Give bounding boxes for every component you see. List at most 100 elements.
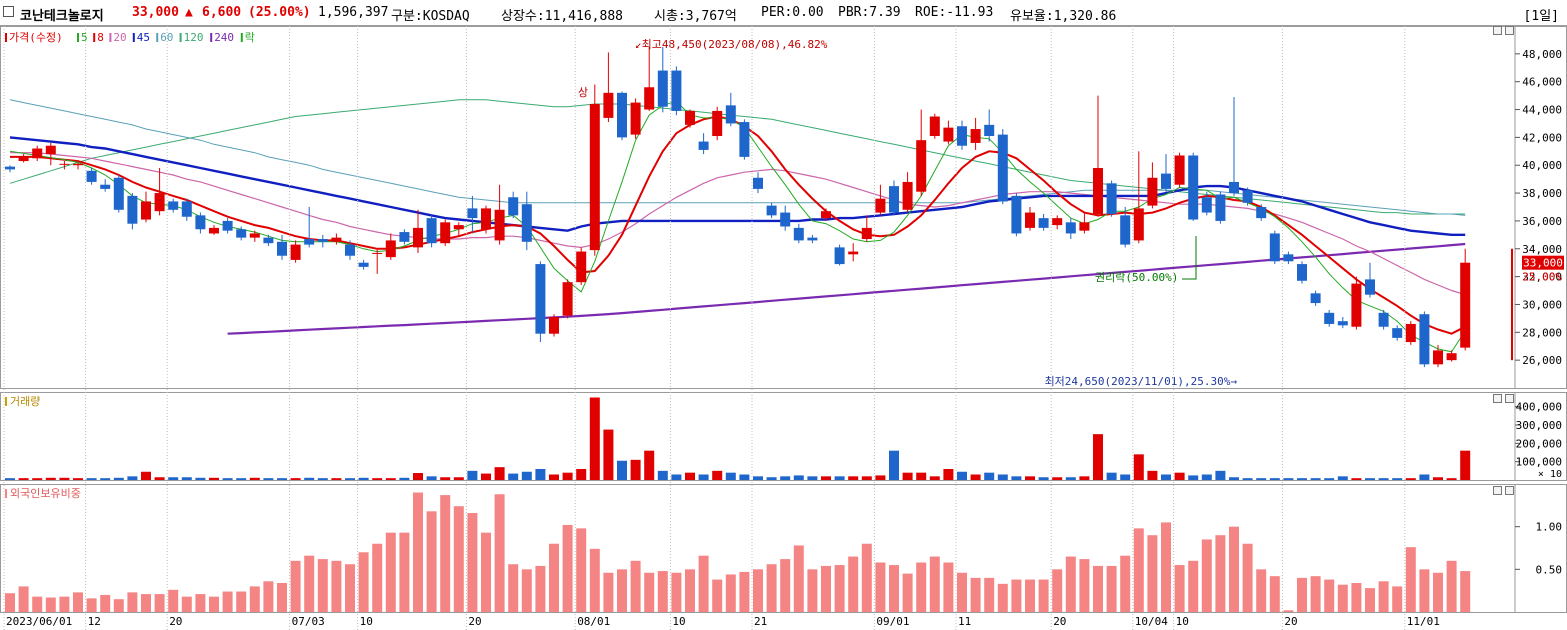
stock-name[interactable]: 코난테크놀로지	[20, 9, 104, 24]
candle-body	[277, 241, 287, 256]
per-value: PER:0.00	[761, 5, 824, 20]
stock-chart[interactable]: 26,000 28,000 30,000 32,000 34,000 36,000 38,0…	[0, 26, 1567, 630]
volume-bar	[739, 474, 750, 480]
foreign-bar	[617, 569, 627, 612]
listed-shares: 상장수:11,416,888	[501, 9, 623, 24]
candle-body	[345, 244, 355, 256]
pane-minimize-icon[interactable]	[1493, 394, 1502, 403]
pane-maximize-icon[interactable]	[1505, 486, 1514, 495]
trade-volume: 1,596,397	[318, 5, 389, 20]
moving-average-ma60	[9, 99, 1466, 216]
period-selector[interactable]: [1일]	[1523, 9, 1559, 24]
legend-swatch	[5, 33, 7, 42]
volume-bar	[780, 476, 791, 480]
foreign-bar	[440, 495, 451, 612]
candle-body	[793, 227, 804, 241]
candle-body	[521, 204, 532, 242]
volume-bar	[861, 476, 872, 480]
volume-bar	[916, 472, 927, 480]
select-checkbox[interactable]	[3, 6, 14, 17]
price-change-pct: (25.00%)	[248, 5, 311, 20]
date-axis-label: 11	[958, 615, 971, 628]
candle-body	[113, 177, 124, 210]
candle-body	[236, 229, 247, 238]
market-type: 구분:KOSDAQ	[391, 9, 470, 24]
volume-bar	[372, 478, 383, 480]
pane-maximize-icon[interactable]	[1505, 26, 1514, 35]
pane-minimize-icon[interactable]	[1493, 486, 1502, 495]
foreign-bar	[821, 565, 831, 612]
candle-body	[358, 262, 369, 267]
volume-bar	[902, 472, 913, 480]
foreign-bar	[889, 565, 899, 612]
volume-bar	[1324, 478, 1335, 480]
foreign-bar	[1215, 535, 1226, 612]
legend-swatch	[179, 33, 182, 42]
candle-body	[685, 110, 695, 125]
candle-body	[426, 218, 437, 244]
volume-bar	[236, 478, 247, 480]
foreign-bar	[1106, 565, 1117, 612]
foreign-bar	[1256, 569, 1267, 612]
candle-body	[1052, 218, 1063, 226]
foreign-bar	[1120, 555, 1131, 612]
candle-body	[889, 186, 899, 213]
price-axis-label: 30,000	[1522, 298, 1562, 311]
foreign-bar	[780, 559, 791, 612]
foreign-bar	[1038, 579, 1049, 612]
market-cap: 시총:3,767억	[654, 9, 737, 24]
foreign-bar	[494, 494, 505, 612]
foreign-bar	[875, 562, 886, 612]
volume-bar	[249, 477, 260, 480]
date-axis-label: 08/01	[577, 615, 610, 628]
foreign-bar	[1378, 581, 1389, 612]
volume-bar	[753, 476, 763, 480]
foreign-bar	[630, 560, 641, 612]
volume-bar	[426, 476, 437, 480]
candle-body	[780, 212, 791, 227]
volume-bar	[549, 474, 559, 480]
candle-body	[181, 201, 192, 217]
pbr-value: PBR:7.39	[838, 5, 901, 20]
candle-body	[494, 209, 505, 241]
candle-body	[141, 201, 151, 220]
candle-body	[916, 140, 927, 192]
current-price: 33,000	[132, 5, 179, 20]
candle-body	[1392, 328, 1403, 338]
foreign-bar	[372, 543, 383, 612]
foreign-bar	[1174, 565, 1185, 612]
pane-maximize-icon[interactable]	[1505, 394, 1514, 403]
pane-minimize-icon[interactable]	[1493, 26, 1502, 35]
candle-body	[1269, 233, 1280, 262]
candle-body	[1310, 293, 1321, 304]
candle-body	[1201, 197, 1212, 213]
date-axis-label: 10	[1176, 615, 1189, 628]
volume-bar	[1419, 474, 1430, 480]
volume-bar	[970, 474, 981, 480]
foreign-bar	[1365, 588, 1375, 612]
foreign-bar	[1297, 577, 1307, 612]
date-axis-label: 12	[88, 615, 101, 628]
volume-bar	[1188, 475, 1199, 480]
volume-bar	[1460, 450, 1471, 480]
volume-bar	[821, 476, 831, 480]
volume-bar	[385, 478, 396, 480]
candle-body	[1215, 194, 1226, 221]
candle-body	[1229, 181, 1239, 194]
volume-bar	[18, 478, 29, 480]
foreign-bar	[603, 572, 614, 612]
foreign-bar	[1052, 569, 1063, 612]
legend-label: 240	[214, 31, 234, 44]
foreign-bar	[1133, 528, 1144, 612]
volume-bar	[73, 478, 83, 480]
candle-body	[1446, 353, 1457, 361]
volume-bar	[222, 478, 233, 480]
date-axis-label: 21	[754, 615, 767, 628]
foreign-bar	[209, 596, 219, 612]
price-axis-label: 28,000	[1522, 326, 1562, 339]
candle-body	[263, 237, 274, 244]
volume-bar	[481, 473, 491, 480]
foreign-bar	[45, 597, 56, 612]
volume-bar	[5, 478, 15, 480]
candle-body	[549, 316, 559, 334]
